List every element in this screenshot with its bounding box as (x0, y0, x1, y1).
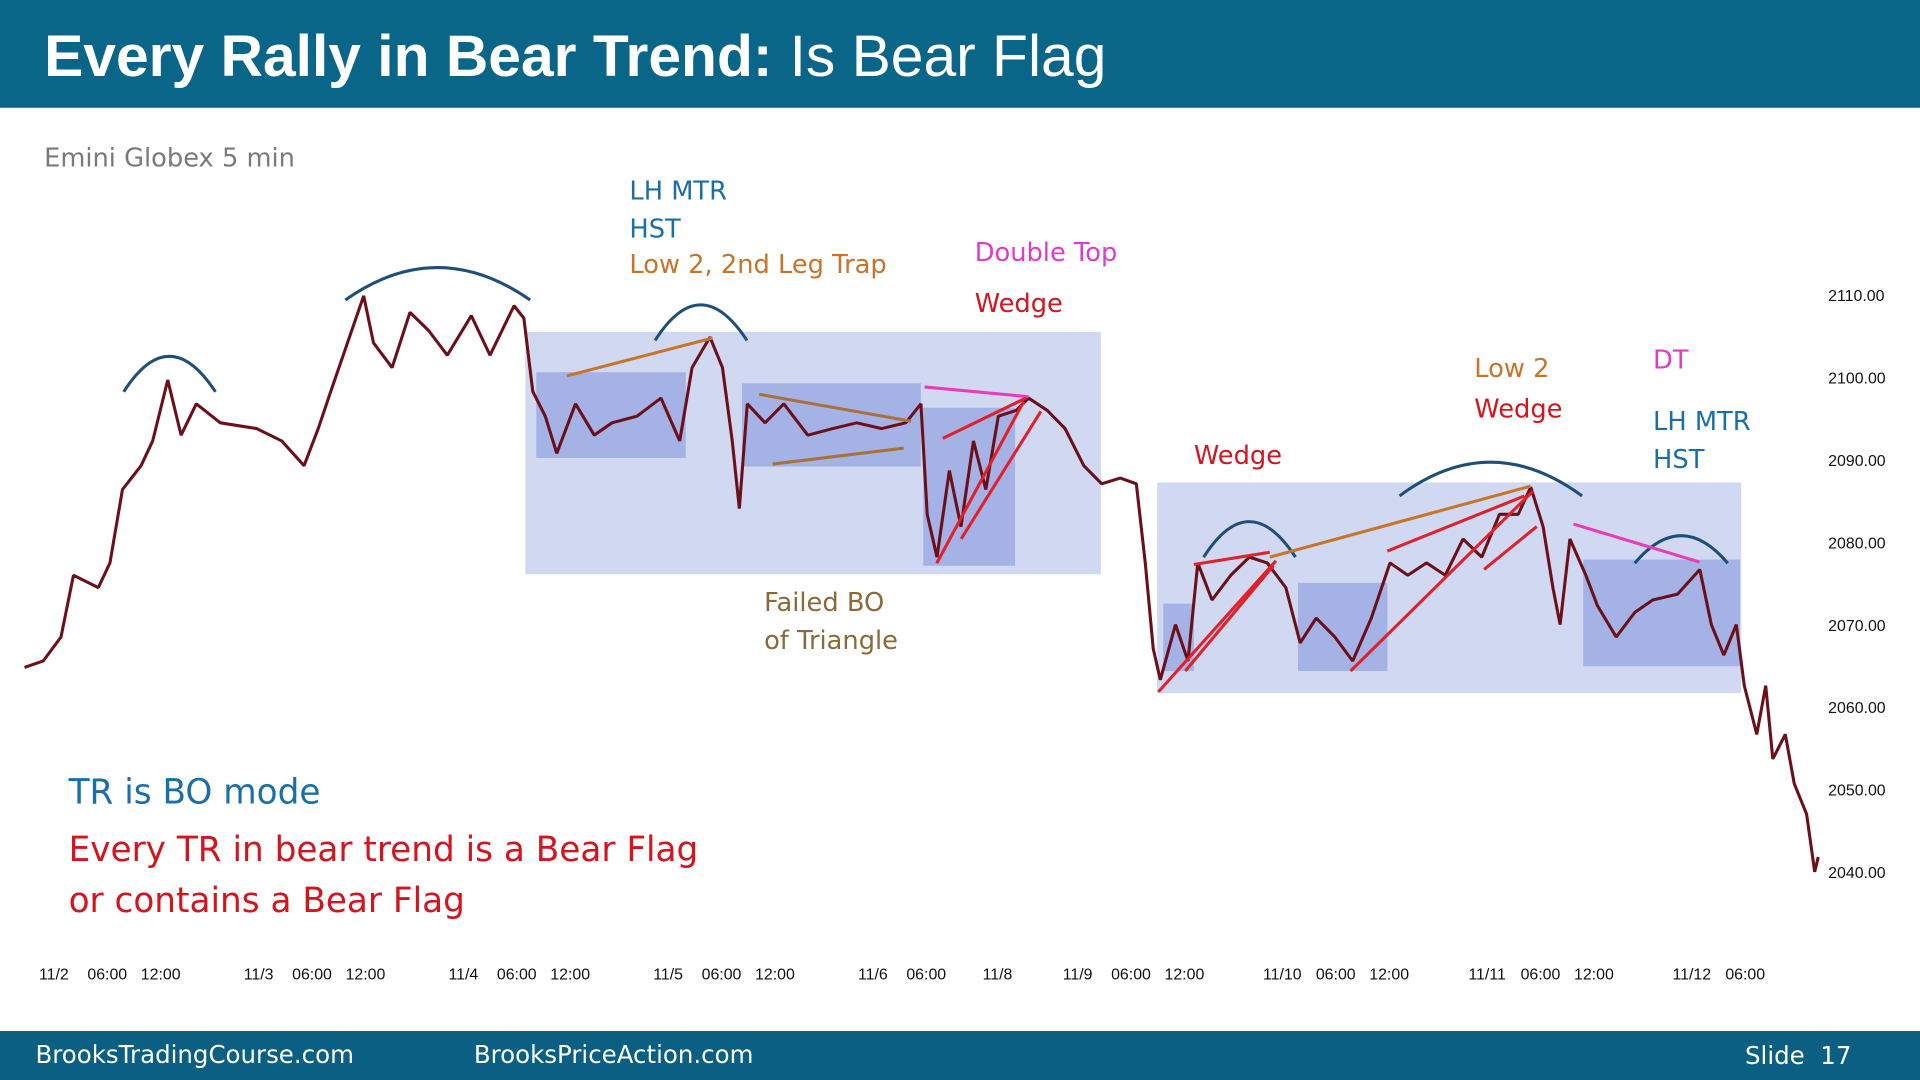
x-tick-label: 06:00 (1521, 967, 1561, 984)
wedge-line (1157, 559, 1278, 693)
plot: 2040.00 2050.00 2060.00 2070.00 2080.00 2090.… (23, 288, 1886, 984)
arc (1633, 534, 1729, 565)
wedge-line (1386, 494, 1526, 553)
price-line (23, 295, 1820, 873)
x-tick-label: 11/4 (448, 967, 478, 984)
x-tick-label: 12:00 (346, 967, 386, 984)
annotation: Failed BO (764, 588, 884, 618)
x-tick-label: 11/9 (1063, 967, 1093, 984)
x-tick-label: 12:00 (1369, 967, 1409, 984)
annotation: HST (1653, 445, 1705, 475)
annotation: of Triangle (764, 626, 898, 656)
x-tick-label: 11/6 (858, 967, 888, 984)
chart-subtitle: Emini Globex 5 min (44, 144, 295, 174)
arc (344, 266, 532, 302)
x-tick-label: 11/2 (39, 967, 69, 984)
inner-range (1297, 582, 1388, 672)
y-tick-label: 2040.00 (1828, 865, 1886, 882)
wedge-line (935, 400, 1026, 564)
x-tick-label: 12:00 (755, 967, 795, 984)
annotation: or contains a Bear Flag (69, 881, 465, 921)
title-bold: Every Rally in Bear Trend: (44, 24, 772, 89)
annotation: LH MTR (629, 177, 727, 207)
annotation: TR is BO mode (68, 772, 321, 812)
arc (1398, 460, 1583, 498)
x-tick-label: 06:00 (1725, 967, 1765, 984)
x-tick-label: 11/10 (1263, 967, 1302, 984)
trend-line (772, 446, 904, 466)
arc (122, 354, 217, 393)
range-boxes (525, 331, 1742, 694)
footer-middle: BrooksPriceAction.com (474, 1040, 754, 1069)
x-tick-label: 06:00 (702, 967, 742, 984)
annotation: Low 2, 2nd Leg Trap (629, 250, 886, 280)
y-tick-label: 2100.00 (1828, 371, 1886, 388)
annotation: Low 2 (1474, 354, 1549, 384)
header-bar (0, 0, 1920, 108)
x-tick-label: 06:00 (292, 967, 332, 984)
wedge-line (959, 410, 1043, 540)
trend-line (924, 385, 1029, 399)
trend-line (566, 336, 714, 378)
annotation: Wedge (1474, 395, 1562, 425)
x-tick-label: 11/12 (1673, 967, 1712, 984)
wedge-line (1349, 489, 1535, 673)
wedge-line (942, 396, 1027, 440)
annotation-shapes (122, 266, 1729, 693)
y-tick-label: 2110.00 (1828, 288, 1884, 305)
inner-range (1583, 559, 1740, 667)
x-tick-label: 06:00 (497, 967, 537, 984)
annotation: DT (1653, 346, 1689, 376)
annotation: Wedge (1194, 441, 1282, 471)
x-tick-label: 06:00 (1316, 967, 1356, 984)
annotation: Every TR in bear trend is a Bear Flag (69, 830, 699, 870)
arc (1202, 520, 1297, 558)
title-rest: Is Bear Flag (790, 24, 1107, 89)
slide-number: Slide 17 (1745, 1041, 1851, 1070)
x-tick-label: 11/3 (244, 967, 274, 984)
x-tick-label: 11/5 (653, 967, 683, 984)
footer-bar (0, 1031, 1920, 1080)
annotation: Wedge (975, 289, 1063, 319)
trend-line (1573, 522, 1701, 564)
annotation: LH MTR (1653, 407, 1751, 437)
trading-range (525, 331, 1101, 575)
x-tick-label: 12:00 (1574, 967, 1614, 984)
y-tick-label: 2070.00 (1828, 618, 1886, 635)
wedge-line (1193, 550, 1271, 567)
x-tick-label: 06:00 (87, 967, 127, 984)
x-tick-label: 06:00 (906, 967, 946, 984)
x-tick-label: 11/8 (983, 967, 1013, 984)
wedge-line (1483, 525, 1538, 571)
annotations: LH MTR HST Low 2, 2nd Leg Trap Double To… (68, 177, 1751, 922)
trend-line (1269, 484, 1532, 559)
footer-left: BrooksTradingCourse.com (36, 1040, 354, 1069)
wedge-line (1184, 564, 1275, 673)
x-tick-label: 12:00 (1164, 967, 1204, 984)
x-tick-label: 12:00 (141, 967, 181, 984)
y-tick-label: 2050.00 (1828, 783, 1886, 800)
trend-line (758, 392, 912, 423)
annotation: HST (629, 215, 681, 245)
inner-range (923, 407, 1016, 566)
slide-title: Every Rally in Bear Trend: Is Bear Flag (44, 24, 1106, 89)
x-tick-label: 11/11 (1468, 967, 1506, 984)
y-tick-label: 2090.00 (1828, 453, 1886, 470)
annotation: Double Top (975, 238, 1118, 268)
x-tick-label: 06:00 (1111, 967, 1151, 984)
y-tick-label: 2060.00 (1828, 700, 1886, 717)
arc (653, 303, 749, 342)
y-tick-label: 2080.00 (1828, 535, 1886, 552)
x-tick-label: 12:00 (550, 967, 590, 984)
